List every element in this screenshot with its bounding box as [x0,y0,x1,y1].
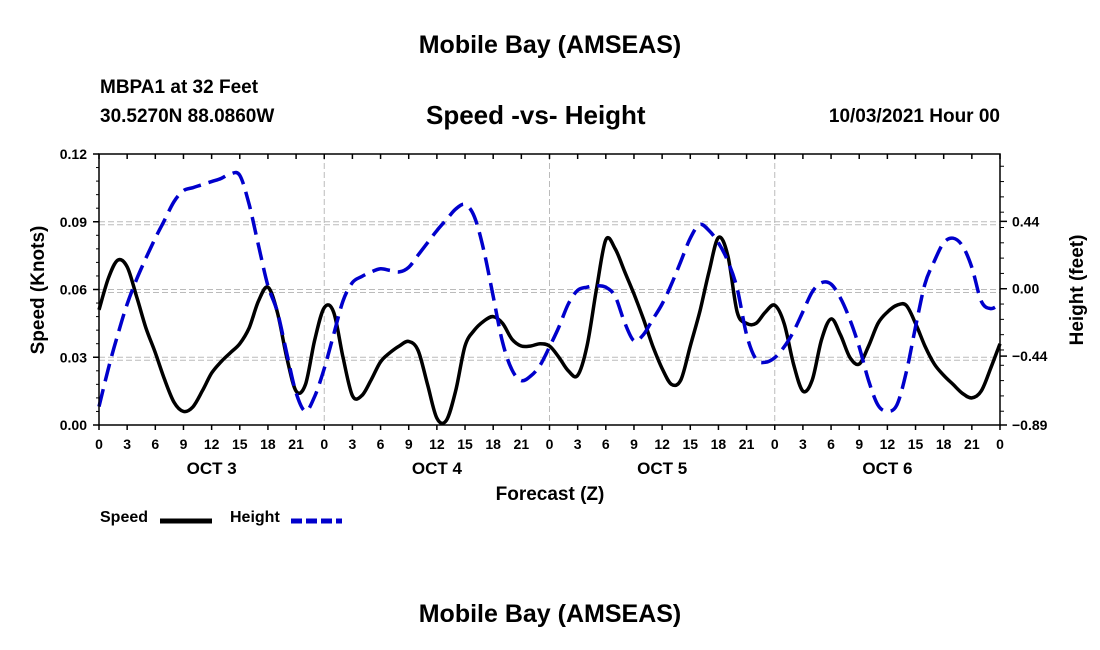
height-series-line [97,170,1001,413]
y2-tick-label: −0.44 [1012,348,1048,364]
series-layer [97,170,1002,426]
x-tick-label: 9 [855,436,863,452]
x-tick-label: 18 [485,436,501,452]
y2-axis-title: Height (feet) [1067,235,1088,346]
y-tick-label: 0.06 [60,282,87,298]
x-tick-label: 3 [123,436,131,452]
y-axis-title: Speed (Knots) [28,226,49,355]
legend-height-label: Height [230,509,280,526]
y2-tick-label: 0.00 [1012,281,1039,297]
x-tick-label: 15 [908,436,924,452]
x-tick-label: 3 [799,436,807,452]
x-tick-label: 21 [288,436,304,452]
y-tick-label: 0.03 [60,349,87,365]
day-label: OCT 4 [412,459,463,478]
speed-series-line [97,235,1002,426]
x-tick-label: 0 [95,436,103,452]
day-label: OCT 6 [862,459,912,478]
x-tick-label: 18 [260,436,276,452]
x-tick-label: 0 [320,436,328,452]
x-tick-label: 0 [546,436,554,452]
x-tick-label: 21 [964,436,980,452]
x-tick-label: 21 [514,436,530,452]
x-tick-label: 3 [574,436,582,452]
x-tick-label: 15 [682,436,698,452]
coordinates-label: 30.5270N 88.0860W [100,106,275,127]
legend-speed-label: Speed [100,509,149,526]
x-tick-label: 6 [827,436,835,452]
x-tick-label: 15 [232,436,248,452]
x-tick-label: 12 [204,436,220,452]
day-label: OCT 5 [637,459,687,478]
x-tick-label: 18 [711,436,727,452]
tick-layer: 0.00 0.03 0.06 0.09 0.12 0.44 0.00 −0.44 −0.89 0 3… [60,146,1048,478]
x-tick-label: 0 [996,436,1004,452]
axis-labels: Forecast (Z) Speed (Knots) Height (feet) [28,226,1088,505]
x-tick-label: 9 [405,436,413,452]
page-title: Mobile Bay (AMSEAS) [418,31,682,59]
y2-tick-label: 0.44 [1012,213,1039,229]
chart-title: Speed -vs- Height [426,100,646,130]
x-tick-label: 15 [457,436,473,452]
y-tick-label: 0.00 [60,417,87,433]
y-tick-label: 0.09 [60,214,87,230]
x-tick-label: 9 [630,436,638,452]
x-tick-label: 3 [349,436,357,452]
x-tick-label: 12 [654,436,670,452]
x-tick-label: 21 [739,436,755,452]
station-label: MBPA1 at 32 Feet [100,77,259,98]
x-tick-label: 0 [771,436,779,452]
x-tick-label: 6 [602,436,610,452]
footer-title: Mobile Bay (AMSEAS) [418,600,682,628]
day-label: OCT 3 [187,459,237,478]
y2-tick-label: −0.89 [1012,417,1048,433]
x-tick-label: 6 [377,436,385,452]
forecast-date-label: 10/03/2021 Hour 00 [828,106,1000,127]
y-tick-label: 0.12 [60,146,87,162]
x-tick-label: 12 [880,436,896,452]
x-tick-label: 9 [180,436,188,452]
x-tick-label: 12 [429,436,445,452]
grid-lines [99,154,1000,425]
x-tick-label: 18 [936,436,952,452]
x-axis-title: Forecast (Z) [496,484,605,505]
x-tick-label: 6 [151,436,159,452]
